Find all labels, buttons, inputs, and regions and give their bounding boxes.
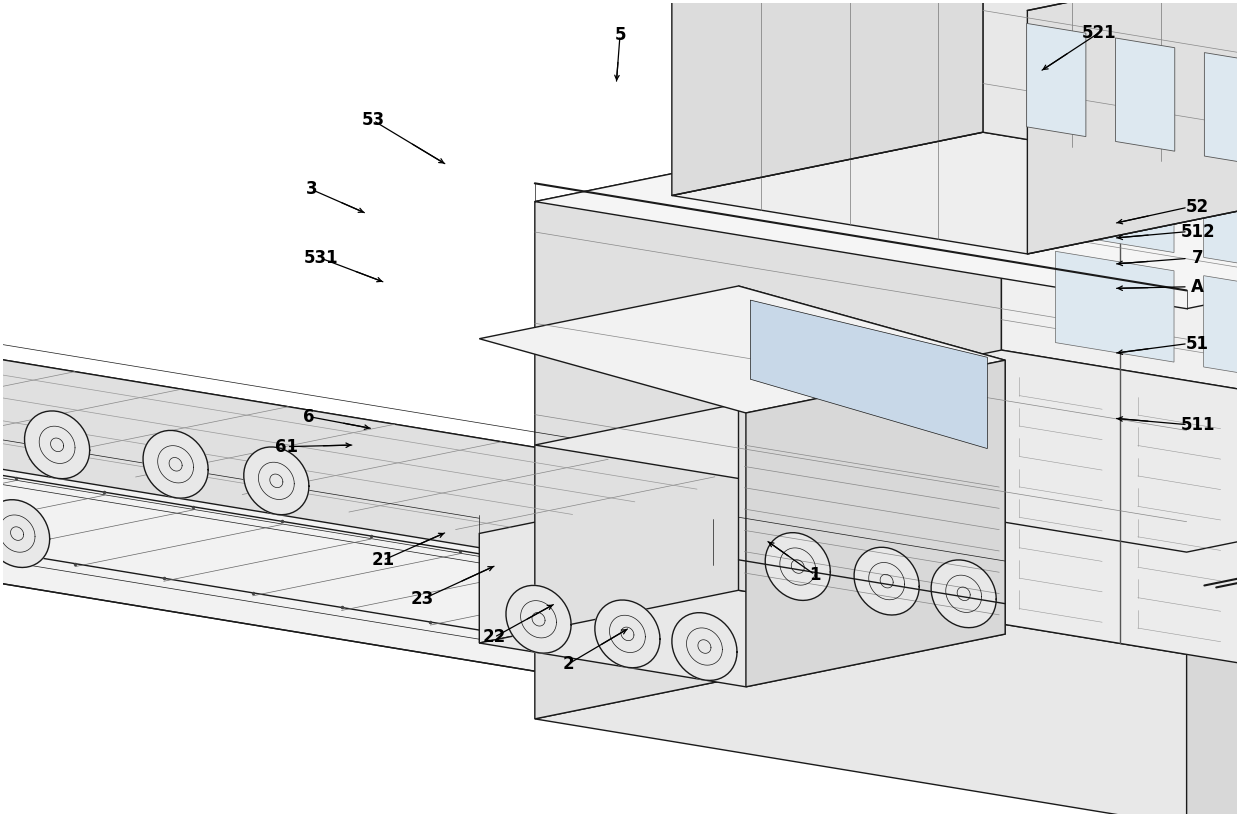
Polygon shape — [270, 474, 283, 488]
Polygon shape — [244, 447, 309, 515]
Text: 61: 61 — [275, 438, 298, 456]
Polygon shape — [739, 286, 1006, 634]
Text: 2: 2 — [563, 655, 574, 673]
Polygon shape — [506, 586, 572, 653]
Polygon shape — [25, 411, 89, 479]
Text: 531: 531 — [304, 249, 339, 267]
Polygon shape — [1055, 252, 1174, 362]
Polygon shape — [746, 360, 1006, 687]
Polygon shape — [0, 500, 50, 568]
Text: 521: 521 — [1081, 24, 1116, 42]
Polygon shape — [0, 345, 739, 590]
Text: 51: 51 — [1187, 335, 1209, 353]
Polygon shape — [750, 300, 987, 449]
Polygon shape — [1055, 142, 1174, 252]
Polygon shape — [51, 438, 63, 452]
Polygon shape — [672, 613, 737, 681]
Polygon shape — [532, 613, 546, 626]
Text: A: A — [1192, 278, 1204, 296]
Polygon shape — [1028, 0, 1240, 254]
Polygon shape — [0, 515, 35, 552]
Polygon shape — [1204, 275, 1240, 386]
Polygon shape — [946, 575, 982, 613]
Polygon shape — [931, 560, 996, 627]
Text: 511: 511 — [1180, 416, 1215, 434]
Polygon shape — [1116, 38, 1174, 151]
Polygon shape — [480, 590, 1006, 687]
Polygon shape — [791, 560, 805, 574]
Polygon shape — [157, 446, 193, 483]
Polygon shape — [983, 0, 1240, 190]
Polygon shape — [780, 548, 816, 585]
Polygon shape — [621, 627, 634, 641]
Polygon shape — [40, 426, 74, 463]
Polygon shape — [534, 107, 1240, 309]
Polygon shape — [854, 547, 919, 615]
Polygon shape — [687, 628, 723, 665]
Text: 512: 512 — [1180, 222, 1215, 240]
Polygon shape — [0, 449, 1060, 703]
Polygon shape — [1027, 24, 1086, 136]
Polygon shape — [0, 345, 739, 534]
Polygon shape — [258, 462, 294, 499]
Polygon shape — [480, 286, 1006, 413]
Polygon shape — [169, 458, 182, 471]
Text: 23: 23 — [410, 590, 434, 608]
Polygon shape — [869, 563, 904, 600]
Polygon shape — [1204, 166, 1240, 277]
Polygon shape — [672, 0, 1240, 11]
Polygon shape — [1187, 214, 1240, 817]
Text: 7: 7 — [1192, 249, 1204, 267]
Text: 22: 22 — [482, 628, 506, 646]
Polygon shape — [1204, 52, 1240, 166]
Polygon shape — [957, 587, 970, 600]
Polygon shape — [880, 574, 893, 588]
Polygon shape — [521, 600, 557, 638]
Polygon shape — [595, 600, 660, 667]
Polygon shape — [143, 431, 208, 498]
Polygon shape — [11, 527, 24, 540]
Text: 3: 3 — [305, 181, 317, 199]
Text: 53: 53 — [362, 111, 384, 129]
Text: 1: 1 — [810, 566, 821, 584]
Polygon shape — [534, 107, 1002, 719]
Polygon shape — [534, 350, 1240, 552]
Polygon shape — [1002, 350, 1240, 731]
Text: 52: 52 — [1187, 199, 1209, 217]
Polygon shape — [480, 480, 739, 643]
Polygon shape — [672, 132, 1240, 254]
Polygon shape — [1002, 107, 1240, 458]
Polygon shape — [765, 533, 831, 600]
Polygon shape — [672, 0, 983, 195]
Text: 6: 6 — [303, 408, 315, 426]
Text: 5: 5 — [614, 26, 626, 44]
Text: 21: 21 — [372, 551, 394, 569]
Polygon shape — [610, 615, 645, 653]
Polygon shape — [534, 624, 1240, 817]
Polygon shape — [698, 640, 711, 654]
